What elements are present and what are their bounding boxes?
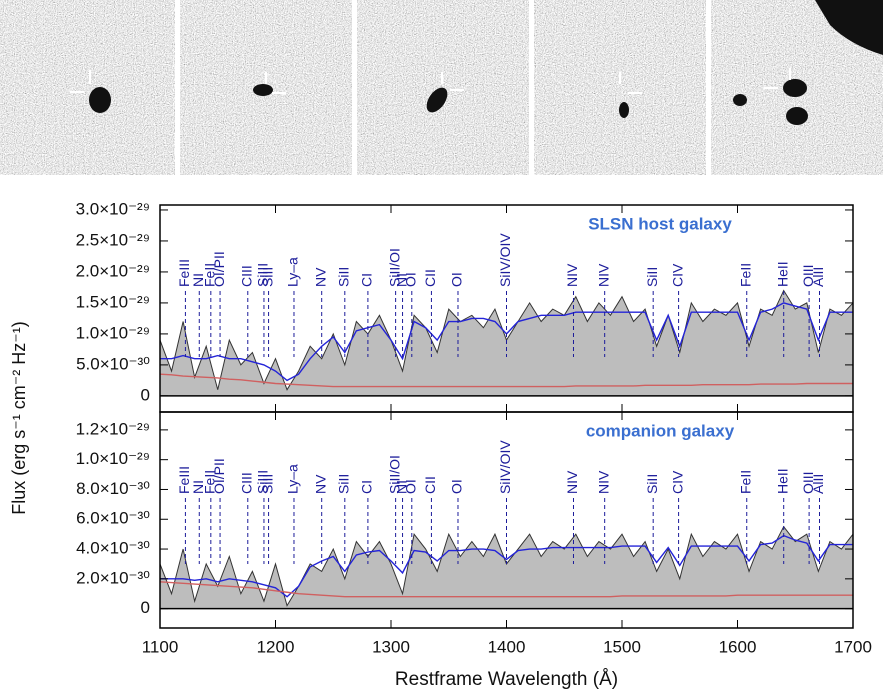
line-label: FeII <box>202 470 218 494</box>
y-tick-label: 1.0×10⁻²⁹ <box>76 449 150 468</box>
line-label: SiIV/OIV <box>497 440 513 494</box>
line-label: SiIII <box>255 470 271 494</box>
y-tick-label: 2.0×10⁻³⁰ <box>76 568 150 587</box>
error-line <box>159 581 853 598</box>
line-label: SiII <box>336 474 352 494</box>
line-label: SiII <box>644 474 660 494</box>
line-label: SiII/OI <box>386 455 402 494</box>
panel-title: companion galaxy <box>586 421 735 440</box>
line-label: CII <box>422 269 438 287</box>
line-label: CI <box>359 273 375 287</box>
x-axis-label: Restframe Wavelength (Å) <box>395 669 618 690</box>
x-tick-label: 1300 <box>372 637 410 656</box>
y-tick-label: 3.0×10⁻²⁹ <box>76 199 150 218</box>
line-label: FeII <box>737 470 753 494</box>
panel-title: SLSN host galaxy <box>588 214 732 233</box>
y-tick-label: 0 <box>141 385 150 404</box>
line-label: NIV <box>564 470 580 494</box>
line-label: CIV <box>669 470 685 494</box>
y-tick-label: 0 <box>141 598 150 617</box>
line-label: OI <box>402 272 418 287</box>
line-label: NIV <box>564 263 580 287</box>
line-label: SiII/OI <box>386 248 402 287</box>
x-tick-label: 1600 <box>719 637 757 656</box>
y-tick-label: 1.2×10⁻²⁹ <box>76 419 150 438</box>
sources <box>89 0 883 125</box>
error-line <box>159 373 853 388</box>
line-label: FeII <box>737 263 753 287</box>
line-label: OI <box>402 479 418 494</box>
x-tick-label: 1100 <box>142 637 179 656</box>
line-label: AlII <box>810 474 826 494</box>
line-label: CIII <box>238 265 254 287</box>
y-tick-label: 6.0×10⁻³⁰ <box>76 509 150 528</box>
line-label: NI <box>190 273 206 287</box>
spectrum-fill <box>160 526 853 609</box>
line-label: OIII <box>800 264 816 287</box>
line-label: OI/PII <box>211 458 227 494</box>
line-label: AlII <box>810 267 826 287</box>
line-label: NV <box>312 267 328 287</box>
line-label: OI/PII <box>211 251 227 287</box>
y-tick-label: 2.5×10⁻²⁹ <box>76 230 150 249</box>
line-label: NI <box>393 480 409 494</box>
line-label: NI <box>190 480 206 494</box>
line-label: Ly–a <box>285 464 301 494</box>
y-tick-label: 2.0×10⁻²⁹ <box>76 261 150 280</box>
line-label: OIII <box>800 471 816 494</box>
line-label: OI <box>449 479 465 494</box>
line-label: SiII <box>259 267 275 287</box>
line-label: Ly–a <box>285 257 301 287</box>
model-line <box>160 534 853 598</box>
image-strip <box>0 0 883 175</box>
line-label: CIV <box>669 263 685 287</box>
crosshairs <box>70 68 791 94</box>
line-label: CII <box>422 476 438 494</box>
line-label: CI <box>359 480 375 494</box>
line-label: SiII <box>259 474 275 494</box>
x-tick-label: 1400 <box>488 637 526 656</box>
line-label: NIV <box>595 263 611 287</box>
line-label: NIV <box>595 470 611 494</box>
image-panel <box>0 0 175 175</box>
line-label: FeII <box>202 263 218 287</box>
y-axis-label: Flux (erg s⁻¹ cm⁻² Hz⁻¹) <box>9 321 29 515</box>
y-tick-label: 1.0×10⁻²⁹ <box>76 323 150 342</box>
line-label: NV <box>312 474 328 494</box>
x-tick-label: 1200 <box>257 637 295 656</box>
y-tick-label: 8.0×10⁻³⁰ <box>76 479 150 498</box>
x-tick-label: 1700 <box>834 637 872 656</box>
line-label: FeIII <box>176 466 192 494</box>
line-label: SiIV/OIV <box>497 233 513 287</box>
x-tick-label: 1500 <box>603 637 641 656</box>
line-label: HeII <box>774 468 790 494</box>
y-tick-label: 1.5×10⁻²⁹ <box>76 292 150 311</box>
line-label: SiII <box>644 267 660 287</box>
line-label: HeII <box>774 261 790 287</box>
y-tick-label: 5.0×10⁻³⁰ <box>76 354 150 373</box>
image-panel <box>534 0 706 175</box>
line-label: SiII <box>336 267 352 287</box>
line-label: SiIII <box>255 263 271 287</box>
line-label: CIII <box>238 472 254 494</box>
line-label: OI <box>449 272 465 287</box>
image-panel <box>357 0 529 175</box>
line-label: NI <box>393 273 409 287</box>
y-tick-label: 4.0×10⁻³⁰ <box>76 539 150 558</box>
line-label: FeIII <box>176 259 192 287</box>
